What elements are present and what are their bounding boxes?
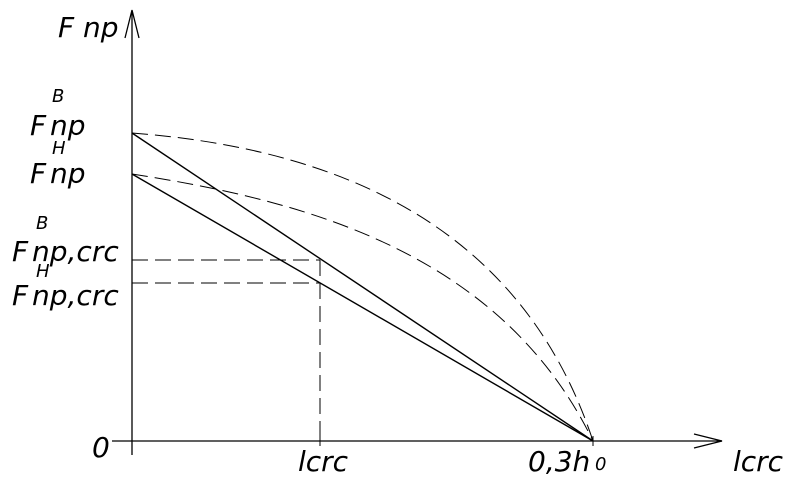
f-crc-upper-sup: B	[36, 213, 49, 234]
x-tick-end: 0,3h	[528, 445, 591, 478]
y-axis-label: F np	[58, 11, 119, 44]
f-lower-sup: H	[52, 138, 66, 159]
lower-straight-line	[131, 173, 594, 442]
x-tick-end-sub: 0	[595, 454, 607, 475]
origin-label: 0	[92, 431, 110, 464]
upper-straight-line	[131, 132, 594, 442]
f-crc-lower-sup: H	[36, 261, 50, 282]
lower-dashed-curve	[131, 173, 594, 442]
f-crc-upper-main: F	[12, 235, 29, 268]
f-crc-lower-main: F	[12, 279, 29, 312]
f-crc-upper-sub: np,crc	[32, 235, 119, 268]
f-lower-main: F	[30, 157, 47, 190]
x-axis-label: lcrc	[733, 445, 784, 478]
f-upper-main: F	[30, 109, 47, 142]
f-crc-lower-sub: np,crc	[32, 279, 119, 312]
x-axis-arrow	[693, 433, 723, 449]
f-upper-sub: np	[50, 109, 86, 142]
y-axis-arrow	[124, 9, 140, 39]
f-upper-sup: B	[52, 86, 65, 107]
f-lower-sub: np	[50, 157, 86, 190]
x-tick-lcrc: lcrc	[298, 445, 349, 478]
upper-dashed-curve	[131, 132, 594, 442]
